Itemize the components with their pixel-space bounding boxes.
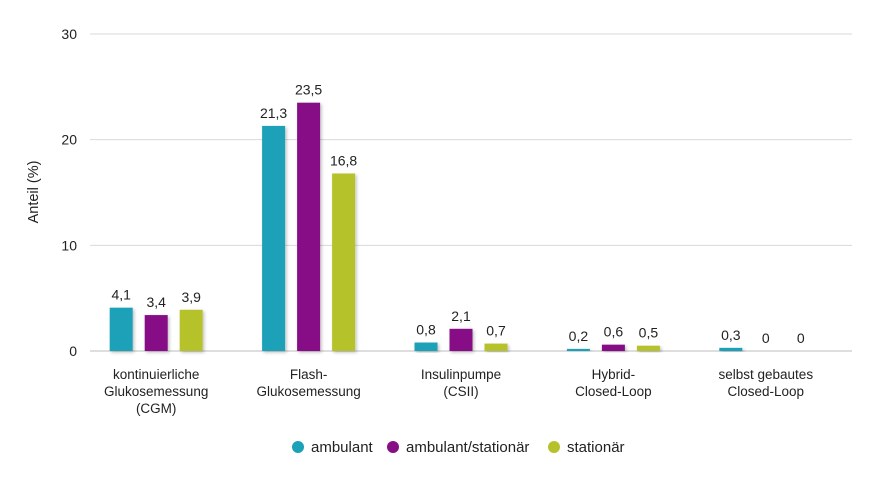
x-axis-categories: kontinuierliche Glukosemessung (CGM) Flash-… <box>104 367 813 416</box>
legend-marker <box>292 441 304 453</box>
data-labels: 4,1 3,4 3,9 21,3 23,5 16,8 0,8 2,1 0,7 0,2 0,6 0,5 0… <box>111 82 804 346</box>
data-label: 0,7 <box>486 323 506 339</box>
legend: ambulant ambulant/stationär stationär <box>292 439 625 456</box>
legend-marker <box>387 441 399 453</box>
category-label: Hybrid- Closed-Loop <box>575 367 652 399</box>
category-label: selbst gebautes Closed-Loop <box>719 367 814 399</box>
bar-ambulant-station-r <box>144 315 168 351</box>
y-tick-label: 0 <box>69 343 77 359</box>
data-label: 0 <box>762 330 770 346</box>
data-label: 16,8 <box>330 152 357 168</box>
y-tick-label: 30 <box>61 26 77 42</box>
bar-ambulant-station-r <box>449 328 473 351</box>
bar-station-r <box>484 343 508 351</box>
bar-ambulant-station-r <box>297 102 321 351</box>
bar-ambulant <box>109 307 133 351</box>
y-axis-ticks: 0 10 20 30 <box>61 26 77 359</box>
data-label: 0,2 <box>569 328 589 344</box>
category-label-line: Hybrid- <box>592 367 636 382</box>
data-label: 0,3 <box>721 327 741 343</box>
bar-ambulant <box>566 348 590 351</box>
category-label-line: (CGM) <box>136 401 177 416</box>
data-label: 0,6 <box>604 324 624 340</box>
category-label-line: (CSII) <box>443 384 478 399</box>
category-label-line: Closed-Loop <box>575 384 652 399</box>
legend-label: ambulant/stationär <box>406 439 529 456</box>
bar-station-r <box>332 173 356 351</box>
y-tick-label: 20 <box>61 132 77 148</box>
data-label: 3,9 <box>181 289 201 305</box>
y-tick-label: 10 <box>61 237 77 253</box>
bar-station-r <box>179 309 203 351</box>
bar-ambulant <box>262 125 286 352</box>
data-label: 3,4 <box>146 294 166 310</box>
category-label-line: Closed-Loop <box>728 384 805 399</box>
data-label: 2,1 <box>451 308 471 324</box>
data-label: 0,8 <box>416 322 436 338</box>
bar-station-r <box>636 345 660 351</box>
category-label-line: Insulinpumpe <box>421 367 501 382</box>
category-label-line: Flash- <box>290 367 328 382</box>
category-label-line: kontinuierliche <box>113 367 199 382</box>
data-label: 0,5 <box>639 325 659 341</box>
legend-marker <box>548 441 560 453</box>
gridlines <box>90 33 852 352</box>
legend-label: stationär <box>567 439 625 456</box>
category-label: Insulinpumpe (CSII) <box>421 367 501 399</box>
bar-ambulant <box>719 347 743 351</box>
data-label: 21,3 <box>260 105 287 121</box>
bars <box>109 102 743 352</box>
category-label-line: selbst gebautes <box>719 367 814 382</box>
data-label: 23,5 <box>295 82 322 98</box>
bar-ambulant-station-r <box>601 344 625 351</box>
category-label-line: Glukosemessung <box>256 384 360 399</box>
bar-ambulant <box>414 342 438 351</box>
category-label: kontinuierliche Glukosemessung (CGM) <box>104 367 208 416</box>
data-label: 0 <box>797 330 805 346</box>
y-axis-title: Anteil (%) <box>26 161 42 224</box>
category-label-line: Glukosemessung <box>104 384 208 399</box>
legend-label: ambulant <box>311 439 374 456</box>
category-label: Flash- Glukosemessung <box>256 367 360 399</box>
data-label: 4,1 <box>111 287 131 303</box>
